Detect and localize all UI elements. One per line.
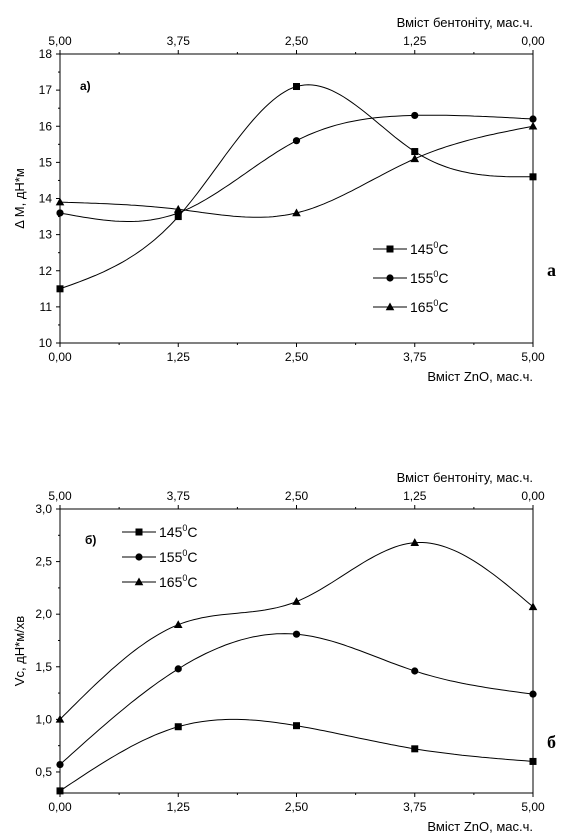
x-top-axis-title: Вміст бентоніту, мас.ч. xyxy=(397,15,533,30)
legend-marker-circle xyxy=(386,274,394,282)
data-point-circle xyxy=(529,690,537,698)
data-point-square xyxy=(293,83,300,91)
data-point-circle xyxy=(411,667,419,675)
data-point-square xyxy=(411,148,419,156)
data-point-circle xyxy=(292,137,301,145)
chart-panel-a: 0,00 5,00 1,25 3,75 2,50 2,50 3,75 1,25 5,00 0,00… xyxy=(12,15,556,384)
data-point-square xyxy=(56,285,64,293)
data-point-triangle xyxy=(173,204,183,213)
x-axis-title: Вміст ZnO, мас.ч. xyxy=(427,369,533,384)
y-axis-title: Δ M, дН*м xyxy=(12,168,27,229)
y-tick-label: 2,5 xyxy=(35,555,52,569)
panel-side-label: б xyxy=(547,732,556,752)
x-top-tick-label: 1,25 xyxy=(403,489,427,503)
data-point-triangle xyxy=(292,208,301,217)
data-point-circle xyxy=(56,761,64,769)
x-tick-label: 2,50 xyxy=(285,800,309,814)
x-tick-label: 3,75 xyxy=(403,800,427,814)
data-point-triangle xyxy=(55,197,65,206)
panel-side-label: а xyxy=(547,260,556,280)
data-point-circle xyxy=(529,115,537,123)
x-top-tick-label: 5,00 xyxy=(48,489,72,503)
x-tick-label: 2,50 xyxy=(285,350,309,364)
data-point-triangle xyxy=(528,602,538,611)
data-point-square xyxy=(529,757,537,765)
data-point-square xyxy=(174,213,182,221)
y-axis-title: Vc, дН*м/хв xyxy=(12,616,27,686)
x-axis-title: Вміст ZnO, мас.ч. xyxy=(427,819,533,834)
y-tick-label: 11 xyxy=(40,300,53,314)
y-tick-label: 0,5 xyxy=(35,765,52,779)
data-point-triangle xyxy=(410,154,420,163)
legend-label: 1450C xyxy=(159,523,198,540)
legend-label: 1650C xyxy=(410,298,449,315)
x-tick-label: 1,25 xyxy=(167,800,191,814)
y-tick-label: 17 xyxy=(39,83,53,97)
x-top-tick-label: 2,50 xyxy=(285,34,309,48)
y-tick-label: 3,0 xyxy=(35,502,52,516)
data-point-triangle xyxy=(55,714,65,723)
data-point-triangle xyxy=(410,538,420,546)
x-top-tick-label: 0,00 xyxy=(521,489,545,503)
data-point-square xyxy=(174,723,182,731)
x-top-tick-label: 3,75 xyxy=(167,489,191,503)
data-point-square xyxy=(56,787,64,795)
x-tick-label: 5,00 xyxy=(521,800,545,814)
legend-label: 1450C xyxy=(410,240,449,257)
panel-label: а) xyxy=(80,79,91,93)
legend-marker-circle xyxy=(135,553,143,561)
data-point-triangle xyxy=(292,597,301,605)
y-tick-label: 2,0 xyxy=(35,607,52,621)
x-top-axis-title: Вміст бентоніту, мас.ч. xyxy=(397,470,533,485)
legend-marker-triangle xyxy=(385,302,395,311)
y-tick-label: 13 xyxy=(39,228,53,242)
data-point-circle xyxy=(411,111,419,120)
data-point-triangle xyxy=(528,121,538,130)
data-point-triangle xyxy=(173,620,183,629)
x-top-tick-label: 5,00 xyxy=(48,34,72,48)
plot-frame xyxy=(59,53,534,344)
panel-label: б) xyxy=(85,533,96,547)
data-point-circle xyxy=(56,209,64,217)
y-tick-label: 1,0 xyxy=(35,712,52,726)
legend-label: 1550C xyxy=(410,269,449,286)
y-tick-label: 10 xyxy=(39,336,53,350)
y-tick-label: 15 xyxy=(39,155,53,169)
x-tick-label: 1,25 xyxy=(167,350,191,364)
x-tick-label: 0,00 xyxy=(48,350,72,364)
series-line-square xyxy=(59,718,534,792)
legend-label: 1650C xyxy=(159,573,198,590)
x-top-tick-label: 0,00 xyxy=(521,34,545,48)
legend-marker-square xyxy=(386,245,394,253)
legend-label: 1550C xyxy=(159,548,198,565)
data-point-square xyxy=(529,173,537,181)
legend-marker-square xyxy=(135,528,143,536)
x-top-tick-label: 3,75 xyxy=(167,34,191,48)
legend-marker-triangle xyxy=(134,577,144,586)
chart-panel-b: 0,00 5,00 1,25 3,75 2,50 2,50 3,75 1,25 5,00 0,00… xyxy=(12,470,556,834)
x-tick-label: 3,75 xyxy=(403,350,427,364)
y-tick-label: 12 xyxy=(39,264,53,278)
y-tick-label: 14 xyxy=(39,192,53,206)
x-tick-label: 5,00 xyxy=(521,350,545,364)
data-point-square xyxy=(411,745,419,753)
y-tick-label: 16 xyxy=(39,119,53,133)
x-top-tick-label: 1,25 xyxy=(403,34,427,48)
plot-frame xyxy=(59,508,534,794)
data-point-circle xyxy=(174,665,182,673)
data-point-circle xyxy=(292,630,301,638)
y-tick-label: 1,5 xyxy=(35,660,52,674)
x-top-tick-label: 2,50 xyxy=(285,489,309,503)
data-point-square xyxy=(293,722,300,730)
x-tick-label: 0,00 xyxy=(48,800,72,814)
y-tick-label: 18 xyxy=(39,47,53,61)
